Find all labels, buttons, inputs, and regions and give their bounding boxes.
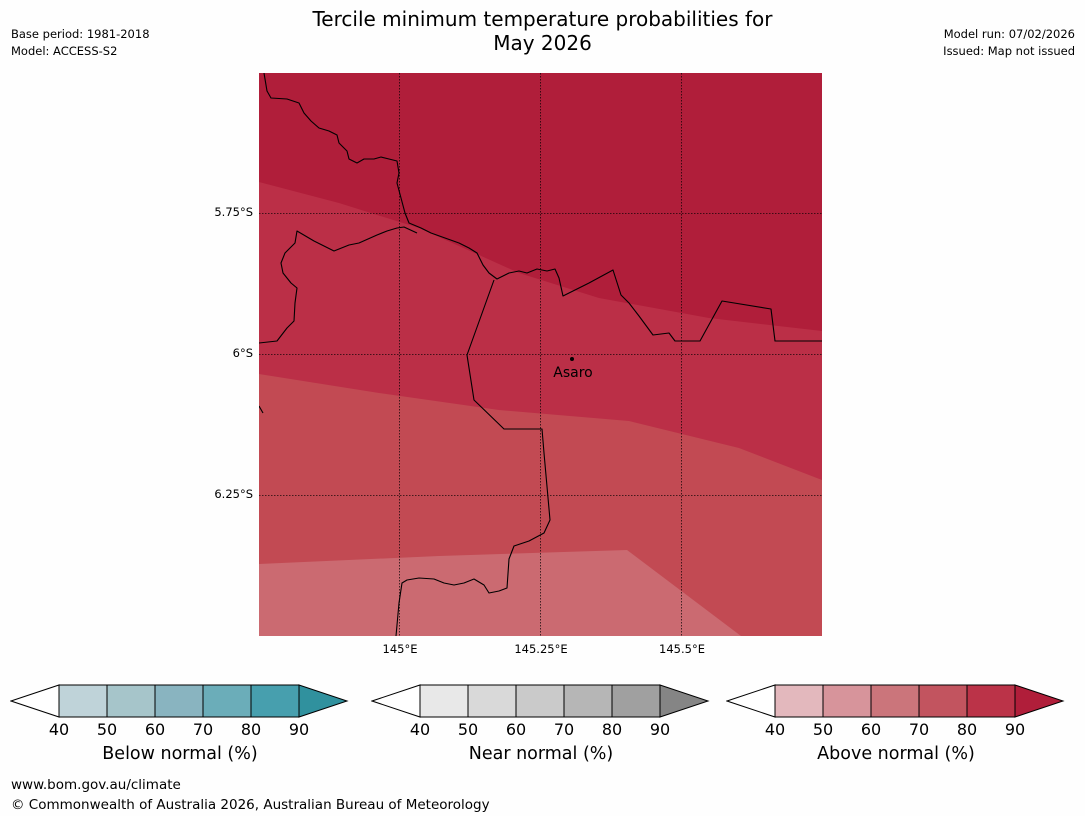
map-title-line-1: Tercile minimum temperature probabilitie… [312,7,773,31]
below-tick-60: 60 [144,720,166,739]
latitude-label-6s: 6°S [232,346,253,360]
colorbar-segment [467,684,517,718]
province-border-north [263,73,822,342]
near-tick-50: 50 [457,720,479,739]
map-panel[interactable]: Asaro [259,73,822,636]
province-border-edge-fragment [259,405,264,414]
colorbar-below-normal-title: Below normal (%) [102,744,258,764]
below-tick-40: 40 [48,720,70,739]
colorbar-near-normal-title: Near normal (%) [468,744,614,764]
colorbar-segment [58,684,108,718]
latitude-label-5-75s: 5.75°S [214,205,253,219]
colorbar-segment [611,684,661,718]
colorbar-segment [918,684,968,718]
near-tick-90: 90 [649,720,671,739]
model-info: Base period: 1981-2018 Model: ACCESS-S2 [11,26,150,60]
colorbar-above-normal-title: Above normal (%) [817,744,975,764]
near-tick-80: 80 [601,720,623,739]
colorbar-segment [202,684,252,718]
asaro-marker [570,357,574,361]
colorbar-near-normal-graphic [370,684,710,718]
longitude-label-145-25e: 145.25°E [514,642,568,656]
colorbar-segment [250,684,300,718]
model-name: Model: ACCESS-S2 [11,44,118,58]
colorbar-above-normal: 40 50 60 70 80 90 Above normal (%) [725,684,1066,764]
colorbar-above-normal-graphic [725,684,1065,718]
colorbar-segment [774,684,824,718]
base-period: Base period: 1981-2018 [11,27,150,41]
colorbar-near-normal: 40 50 60 70 80 90 Near normal (%) [370,684,711,764]
near-tick-40: 40 [409,720,431,739]
footer: www.bom.gov.au/climate © Commonwealth of… [11,775,490,815]
below-tick-70: 70 [192,720,214,739]
map-title: Tercile minimum temperature probabilitie… [0,7,1085,55]
model-run-date: Model run: 07/02/2026 [943,27,1075,41]
probability-band-60 [259,550,741,636]
map-title-line-2: May 2026 [493,31,592,55]
colorbar-segment [515,684,565,718]
colorbar-below-normal: 40 50 60 70 80 90 Below normal (%) [9,684,350,764]
colorbar-under-arrow [9,684,60,718]
colorbar-over-arrow [298,684,349,718]
issue-status: Issued: Map not issued [943,44,1075,58]
near-tick-60: 60 [505,720,527,739]
longitude-label-145e: 145°E [382,642,418,656]
colorbar-below-normal-graphic [9,684,349,718]
colorbar-segment [154,684,204,718]
colorbar-over-arrow [659,684,710,718]
above-tick-80: 80 [956,720,978,739]
colorbar-segment [419,684,469,718]
above-tick-40: 40 [764,720,786,739]
above-tick-50: 50 [812,720,834,739]
above-tick-60: 60 [860,720,882,739]
graticule [259,73,822,636]
latitude-label-6-25s: 6.25°S [214,487,253,501]
colorbar-segment [822,684,872,718]
footer-url: www.bom.gov.au/climate [11,777,181,793]
map-svg: Asaro [259,73,822,636]
asaro-label: Asaro [553,365,592,381]
near-tick-70: 70 [553,720,575,739]
province-border-west [259,226,418,344]
colorbar-segment [870,684,920,718]
colorbar-under-arrow [725,684,776,718]
colorbar-under-arrow [370,684,421,718]
below-tick-50: 50 [96,720,118,739]
colorbar-segment [106,684,156,718]
below-tick-80: 80 [240,720,262,739]
footer-copyright: © Commonwealth of Australia 2026, Austra… [11,797,490,813]
colorbar-segment [563,684,613,718]
province-border-central [395,279,551,636]
longitude-label-145-5e: 145.5°E [659,642,705,656]
run-info: Model run: 07/02/2026 Issued: Map not is… [943,26,1075,60]
above-tick-90: 90 [1004,720,1026,739]
colorbar-segment [966,684,1016,718]
above-tick-70: 70 [908,720,930,739]
below-tick-90: 90 [288,720,310,739]
colorbar-over-arrow [1014,684,1065,718]
